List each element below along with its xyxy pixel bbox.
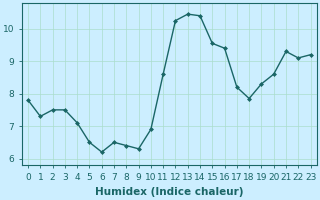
- X-axis label: Humidex (Indice chaleur): Humidex (Indice chaleur): [95, 187, 244, 197]
